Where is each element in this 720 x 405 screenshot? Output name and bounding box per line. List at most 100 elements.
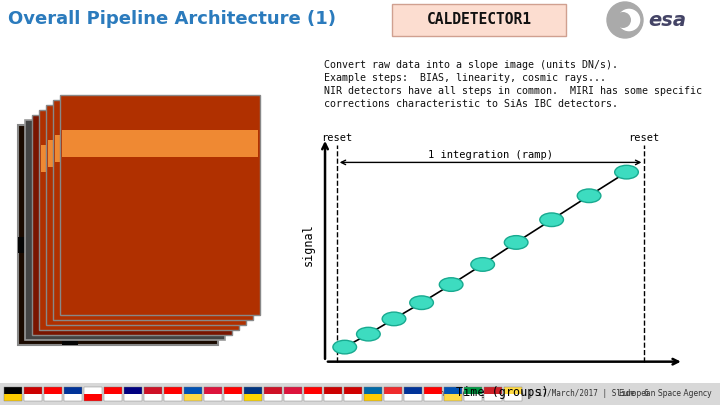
Bar xyxy=(404,387,422,394)
Bar xyxy=(284,387,302,394)
Ellipse shape xyxy=(615,165,639,179)
Bar xyxy=(264,394,282,401)
Text: NIR detectors have all steps in common.  MIRI has some specific: NIR detectors have all steps in common. … xyxy=(324,86,702,96)
Bar xyxy=(364,387,382,394)
Bar xyxy=(424,387,442,394)
Bar xyxy=(224,387,242,401)
Bar xyxy=(504,387,522,401)
Bar xyxy=(18,125,218,345)
Bar xyxy=(124,387,142,394)
Bar xyxy=(444,387,462,401)
Circle shape xyxy=(615,12,631,28)
Ellipse shape xyxy=(356,327,380,341)
Bar xyxy=(62,130,258,157)
Bar xyxy=(64,387,82,394)
Ellipse shape xyxy=(540,213,564,226)
Text: European Space Agency: European Space Agency xyxy=(619,390,712,399)
Text: CALDETECTOR1: CALDETECTOR1 xyxy=(426,13,531,28)
Bar xyxy=(124,387,142,401)
Bar xyxy=(424,394,442,401)
Bar xyxy=(244,387,262,394)
Bar xyxy=(4,394,22,401)
Bar xyxy=(204,387,222,394)
Bar xyxy=(164,387,182,394)
Ellipse shape xyxy=(504,236,528,249)
Bar xyxy=(504,387,522,394)
Bar xyxy=(364,394,382,401)
Bar xyxy=(224,387,242,394)
Bar xyxy=(224,394,242,401)
Bar xyxy=(444,394,462,401)
Bar xyxy=(32,115,232,335)
Bar xyxy=(144,394,162,401)
Bar xyxy=(404,394,422,401)
Bar xyxy=(204,387,222,401)
Bar xyxy=(164,394,182,401)
Bar xyxy=(124,394,142,401)
Bar xyxy=(324,387,342,401)
Bar xyxy=(84,387,102,401)
Bar xyxy=(284,394,302,401)
Bar xyxy=(94,158,122,176)
Bar xyxy=(46,105,246,325)
Bar xyxy=(304,394,322,401)
Bar xyxy=(244,394,262,401)
Bar xyxy=(144,387,162,394)
Bar xyxy=(184,394,202,401)
Bar xyxy=(164,387,182,401)
Bar xyxy=(41,145,237,172)
Text: Example steps:  BIAS, linearity, cosmic rays...: Example steps: BIAS, linearity, cosmic r… xyxy=(324,73,606,83)
Bar xyxy=(384,387,402,401)
Text: ESA | 17/March/2017 | Slide  6: ESA | 17/March/2017 | Slide 6 xyxy=(510,390,649,399)
Bar xyxy=(24,387,42,401)
Bar xyxy=(24,394,42,401)
Bar xyxy=(4,387,22,401)
Ellipse shape xyxy=(333,340,356,354)
Bar xyxy=(104,387,122,401)
Bar xyxy=(504,394,522,401)
Bar xyxy=(204,394,222,401)
Bar xyxy=(484,387,502,401)
Bar xyxy=(64,394,82,401)
Bar xyxy=(104,394,122,401)
Bar xyxy=(264,387,282,401)
Text: reset: reset xyxy=(629,133,660,143)
Bar xyxy=(324,394,342,401)
Bar xyxy=(64,387,82,401)
Bar xyxy=(404,387,422,401)
Bar xyxy=(104,387,122,394)
Bar xyxy=(55,135,251,162)
Ellipse shape xyxy=(471,258,495,271)
Ellipse shape xyxy=(577,189,601,202)
Ellipse shape xyxy=(93,196,203,296)
Bar xyxy=(24,387,42,394)
Bar xyxy=(464,387,482,401)
Bar xyxy=(304,387,322,401)
Bar xyxy=(384,394,402,401)
Bar xyxy=(264,387,282,394)
Bar xyxy=(464,394,482,401)
Text: Overall Pipeline Architecture (1): Overall Pipeline Architecture (1) xyxy=(8,10,336,28)
Text: esa: esa xyxy=(648,11,686,30)
Bar xyxy=(53,100,253,320)
Ellipse shape xyxy=(382,312,406,326)
Text: Convert raw data into a slope image (units DN/s).: Convert raw data into a slope image (uni… xyxy=(324,60,618,70)
Bar xyxy=(364,387,382,401)
Bar xyxy=(84,387,102,394)
Bar xyxy=(304,387,322,394)
Bar xyxy=(344,387,362,394)
Bar xyxy=(25,120,225,340)
Text: Rome meeting: Rome meeting xyxy=(430,390,485,399)
Bar xyxy=(18,237,218,253)
Circle shape xyxy=(607,2,643,38)
Bar xyxy=(144,387,162,401)
Bar xyxy=(184,387,202,394)
Bar xyxy=(484,387,502,394)
Bar xyxy=(344,394,362,401)
Bar xyxy=(284,387,302,401)
Bar xyxy=(4,387,22,394)
Bar xyxy=(244,387,262,401)
Bar xyxy=(39,110,239,330)
Bar xyxy=(324,387,342,394)
Bar xyxy=(44,387,62,394)
